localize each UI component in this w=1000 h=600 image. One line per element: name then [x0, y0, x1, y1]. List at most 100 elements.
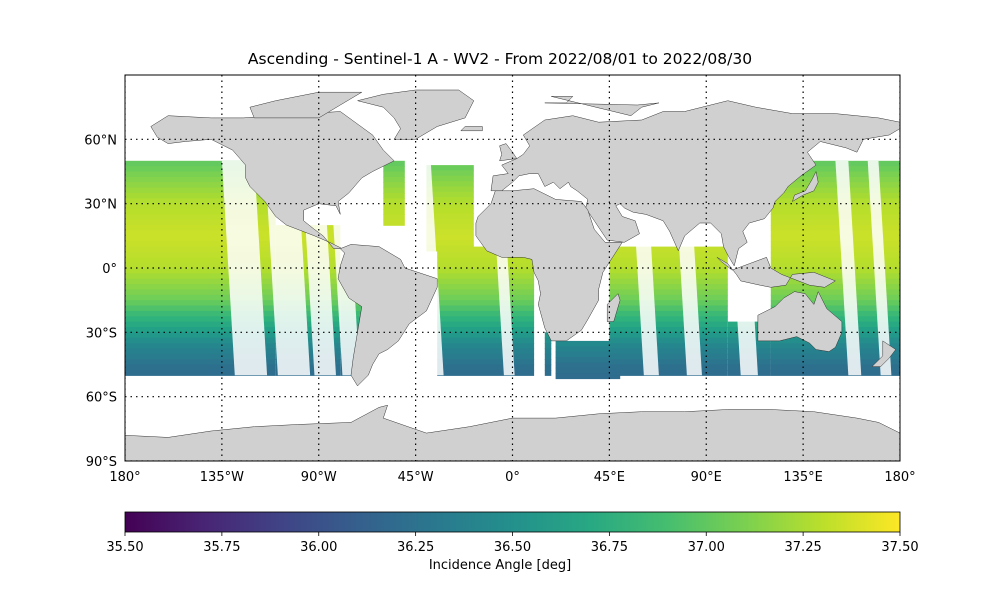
- swath-cell: [125, 225, 276, 232]
- swath-cell: [770, 160, 900, 167]
- swath-cell: [437, 353, 535, 360]
- swath-cell: [426, 240, 474, 247]
- land-new-zealand: [871, 340, 897, 367]
- swath-cell: [437, 310, 535, 317]
- swath-cell: [609, 369, 728, 376]
- swath-cell: [770, 171, 900, 178]
- swath-cell: [437, 316, 535, 323]
- swath-cell: [426, 170, 474, 177]
- swath-cell: [437, 327, 535, 333]
- swath-cell: [437, 300, 535, 307]
- swath-cell: [555, 340, 621, 347]
- swath-cell: [555, 362, 621, 369]
- swath-cell: [275, 289, 341, 296]
- colorbar-ticks: 35.50 35.75 36.00 36.25 36.50 36.75 37.00 37.25…: [106, 532, 919, 555]
- colorbar-tick-label: 36.00: [300, 540, 337, 555]
- swath-cell: [426, 186, 474, 193]
- lat-tick-label: 90°S: [86, 455, 117, 470]
- swath-cell: [437, 332, 535, 339]
- swath-cell: [770, 176, 900, 183]
- swath-cell: [125, 268, 276, 274]
- swath-cell: [437, 262, 535, 269]
- swath-cell: [609, 343, 728, 350]
- swath-cell: [125, 214, 276, 221]
- swath-cell: [770, 294, 900, 301]
- swath-cell: [426, 175, 474, 182]
- swath-cell: [437, 273, 535, 280]
- swath-cell: [555, 357, 621, 363]
- swath-cell: [383, 166, 405, 173]
- swath-cell: [555, 367, 621, 374]
- swath-cell: [275, 305, 341, 312]
- land-europe-asia: [490, 100, 900, 267]
- swath-cell: [770, 353, 900, 360]
- swath-cell: [275, 310, 341, 317]
- lat-tick-label: 0°: [102, 262, 117, 277]
- swath-cell: [437, 305, 535, 312]
- map-border: [124, 74, 901, 462]
- swath-cell: [609, 289, 728, 296]
- swath-cell: [125, 192, 276, 199]
- swath-cell: [275, 327, 341, 333]
- swath-cell: [383, 198, 405, 205]
- swath-cell: [437, 268, 535, 274]
- swath-cell: [125, 305, 276, 312]
- graticule: [125, 75, 900, 461]
- land-japan: [791, 170, 819, 203]
- swath-cell: [125, 209, 276, 215]
- swath-cell: [383, 203, 405, 210]
- map-title: Ascending - Sentinel-1 A - WV2 - From 20…: [247, 50, 753, 68]
- swath-cell: [555, 373, 621, 380]
- swath-cell: [383, 182, 405, 189]
- swath-cell: [125, 230, 276, 237]
- colorbar-tick-label: 36.25: [397, 540, 434, 555]
- land-north-america: [150, 111, 395, 249]
- land-uk: [499, 143, 518, 162]
- axis-tick-labels: 180° 135°W 90°W 45°W 0° 45°E 90°E 135°E 180° 60°N…: [84, 133, 915, 485]
- swath-cell: [555, 351, 621, 358]
- land-australia: [757, 290, 843, 352]
- swath-cell: [437, 369, 535, 376]
- swath-cell: [426, 234, 474, 241]
- swath-cell: [609, 294, 728, 301]
- swath-cell: [437, 257, 535, 264]
- swath-cell: [770, 300, 900, 307]
- swath-cell: [125, 369, 276, 376]
- swath-cell: [426, 202, 474, 209]
- swath-cell: [275, 278, 341, 285]
- swath-cell: [544, 353, 552, 360]
- swath-cell: [125, 198, 276, 205]
- swath-cell: [125, 364, 276, 371]
- swath-cell: [555, 346, 621, 353]
- swath-cell: [770, 225, 900, 232]
- swath-cell: [383, 187, 405, 194]
- swath-cell: [609, 300, 728, 307]
- swath-cell: [125, 171, 276, 178]
- lon-tick-label: 135°W: [200, 470, 244, 485]
- swath-cell: [544, 364, 552, 371]
- swath-cell: [125, 343, 276, 350]
- swath-cell: [437, 348, 535, 355]
- swath-cell: [383, 209, 405, 215]
- swath-cell: [125, 310, 276, 317]
- swath-cell: [125, 348, 276, 355]
- swath-cell: [275, 300, 341, 307]
- lat-tick-label: 60°S: [86, 391, 117, 406]
- swath-cell: [426, 224, 474, 230]
- swath-cell: [437, 251, 535, 258]
- swath-cell: [770, 214, 900, 221]
- swath-cell: [609, 337, 728, 344]
- swath-cell: [125, 332, 276, 339]
- colorbar-tick-label: 37.25: [785, 540, 822, 555]
- swath-cell: [609, 353, 728, 360]
- land-south-america: [337, 244, 438, 387]
- land-indonesia: [716, 256, 836, 288]
- swath-cell: [609, 262, 728, 269]
- colorbar-label: Incidence Angle [deg]: [428, 558, 572, 573]
- swath-cell: [609, 332, 728, 339]
- lat-tick-label: 60°N: [84, 133, 117, 148]
- swath-cell: [770, 268, 900, 274]
- swath-cell: [125, 327, 276, 333]
- swath-cell: [437, 337, 535, 344]
